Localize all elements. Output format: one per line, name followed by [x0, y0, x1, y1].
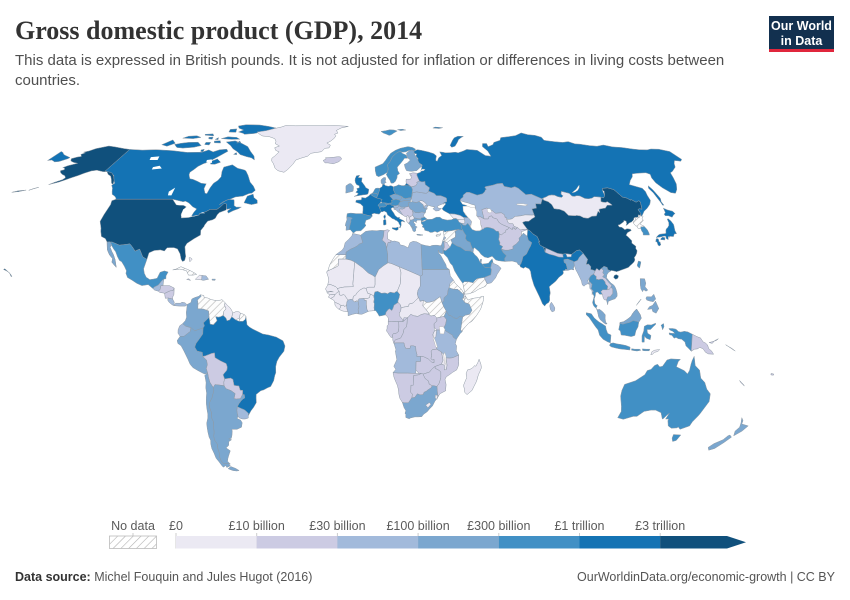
svg-text:£0: £0	[169, 519, 183, 533]
svg-text:£30 billion: £30 billion	[309, 519, 365, 533]
svg-text:£300 billion: £300 billion	[467, 519, 530, 533]
svg-text:£3 trillion: £3 trillion	[635, 519, 685, 533]
svg-text:£100 billion: £100 billion	[386, 519, 449, 533]
svg-text:£10 billion: £10 billion	[229, 519, 285, 533]
svg-text:£1 trillion: £1 trillion	[554, 519, 604, 533]
svg-text:No data: No data	[111, 519, 155, 533]
